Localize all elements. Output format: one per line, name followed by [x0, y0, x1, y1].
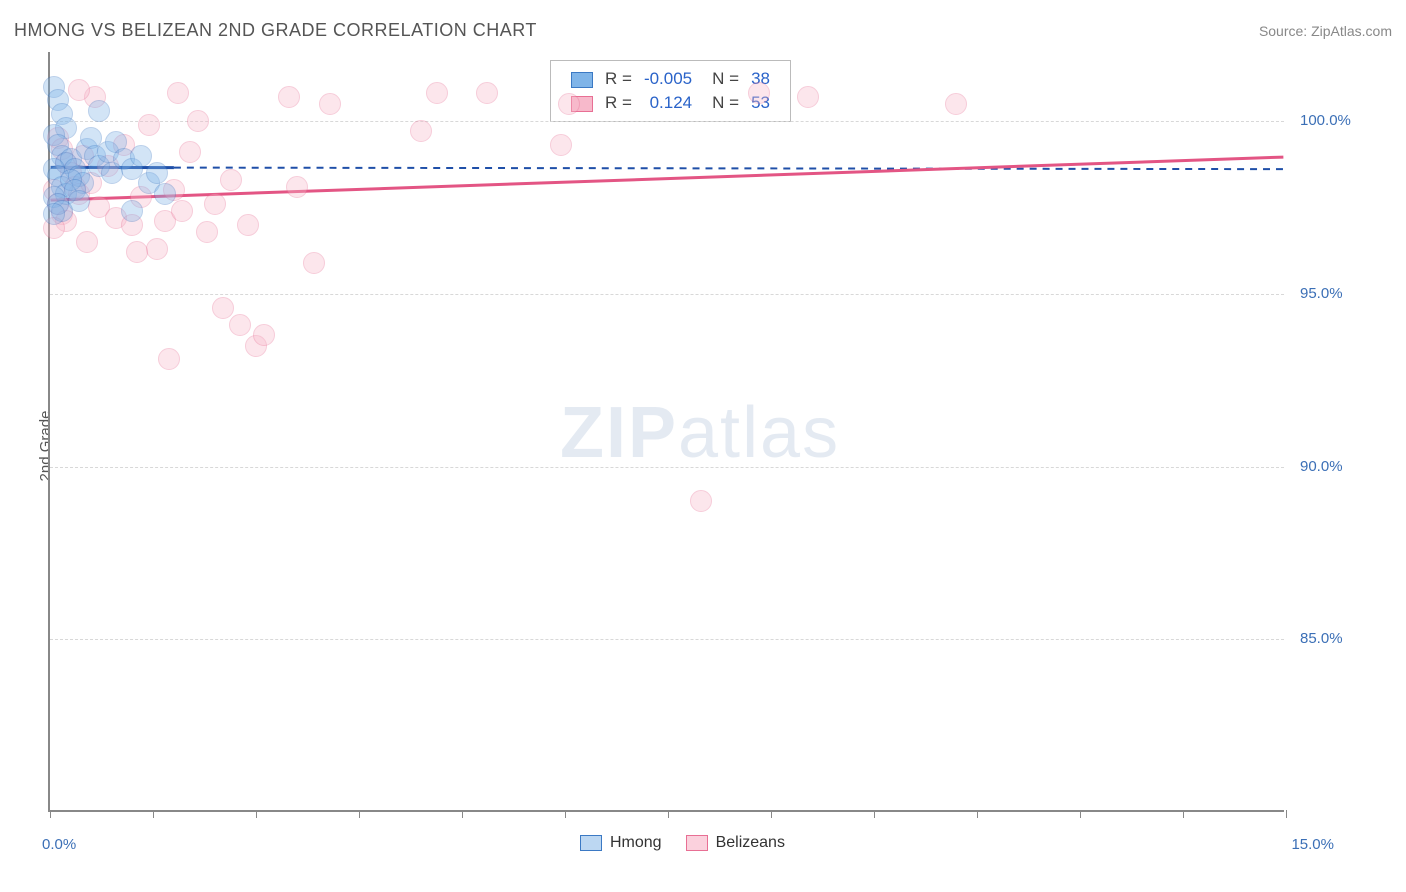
data-point	[179, 141, 201, 163]
x-tick	[359, 810, 360, 818]
x-tick	[1286, 810, 1287, 818]
x-tick	[1183, 810, 1184, 818]
y-tick-label: 90.0%	[1300, 458, 1343, 475]
y-tick-label: 100.0%	[1300, 112, 1351, 129]
data-point	[253, 324, 275, 346]
data-point	[171, 200, 193, 222]
data-point	[43, 203, 65, 225]
data-point	[88, 100, 110, 122]
data-point	[278, 86, 300, 108]
data-point	[196, 221, 218, 243]
data-point	[286, 176, 308, 198]
data-point	[76, 231, 98, 253]
data-point	[138, 114, 160, 136]
gridline	[50, 639, 1284, 640]
x-tick	[1080, 810, 1081, 818]
gridline	[50, 294, 1284, 295]
legend-row: R =-0.005N =38	[565, 67, 776, 91]
legend-row: R =0.124N =53	[565, 91, 776, 115]
x-tick	[874, 810, 875, 818]
data-point	[220, 169, 242, 191]
data-point	[945, 93, 967, 115]
x-tick	[462, 810, 463, 818]
data-point	[229, 314, 251, 336]
x-axis-min-label: 0.0%	[42, 836, 76, 853]
x-tick	[668, 810, 669, 818]
data-point	[146, 238, 168, 260]
data-point	[797, 86, 819, 108]
data-point	[212, 297, 234, 319]
x-tick	[565, 810, 566, 818]
y-tick-label: 95.0%	[1300, 285, 1343, 302]
data-point	[68, 79, 90, 101]
legend-series: Hmong Belizeans	[580, 834, 785, 852]
data-point	[130, 145, 152, 167]
source-label: Source: ZipAtlas.com	[1259, 23, 1392, 39]
x-tick	[771, 810, 772, 818]
scatter-chart: ZIPatlas R =-0.005N =38R =0.124N =53	[48, 52, 1284, 812]
data-point	[303, 252, 325, 274]
gridline	[50, 121, 1284, 122]
data-point	[476, 82, 498, 104]
data-point	[167, 82, 189, 104]
data-point	[237, 214, 259, 236]
data-point	[204, 193, 226, 215]
data-point	[126, 241, 148, 263]
data-point	[158, 348, 180, 370]
data-point	[690, 490, 712, 512]
y-tick-label: 85.0%	[1300, 630, 1343, 647]
data-point	[154, 183, 176, 205]
legend-item: Belizeans	[686, 834, 785, 852]
x-tick	[977, 810, 978, 818]
data-point	[146, 162, 168, 184]
trend-lines	[50, 52, 1284, 810]
data-point	[550, 134, 572, 156]
x-tick	[256, 810, 257, 818]
gridline	[50, 467, 1284, 468]
data-point	[319, 93, 341, 115]
legend-item: Hmong	[580, 834, 662, 852]
x-axis-max-label: 15.0%	[1291, 836, 1334, 853]
x-tick	[153, 810, 154, 818]
x-tick	[50, 810, 51, 818]
data-point	[410, 120, 432, 142]
data-point	[121, 200, 143, 222]
data-point	[187, 110, 209, 132]
chart-title: HMONG VS BELIZEAN 2ND GRADE CORRELATION …	[14, 20, 537, 41]
data-point	[748, 82, 770, 104]
data-point	[558, 93, 580, 115]
data-point	[426, 82, 448, 104]
